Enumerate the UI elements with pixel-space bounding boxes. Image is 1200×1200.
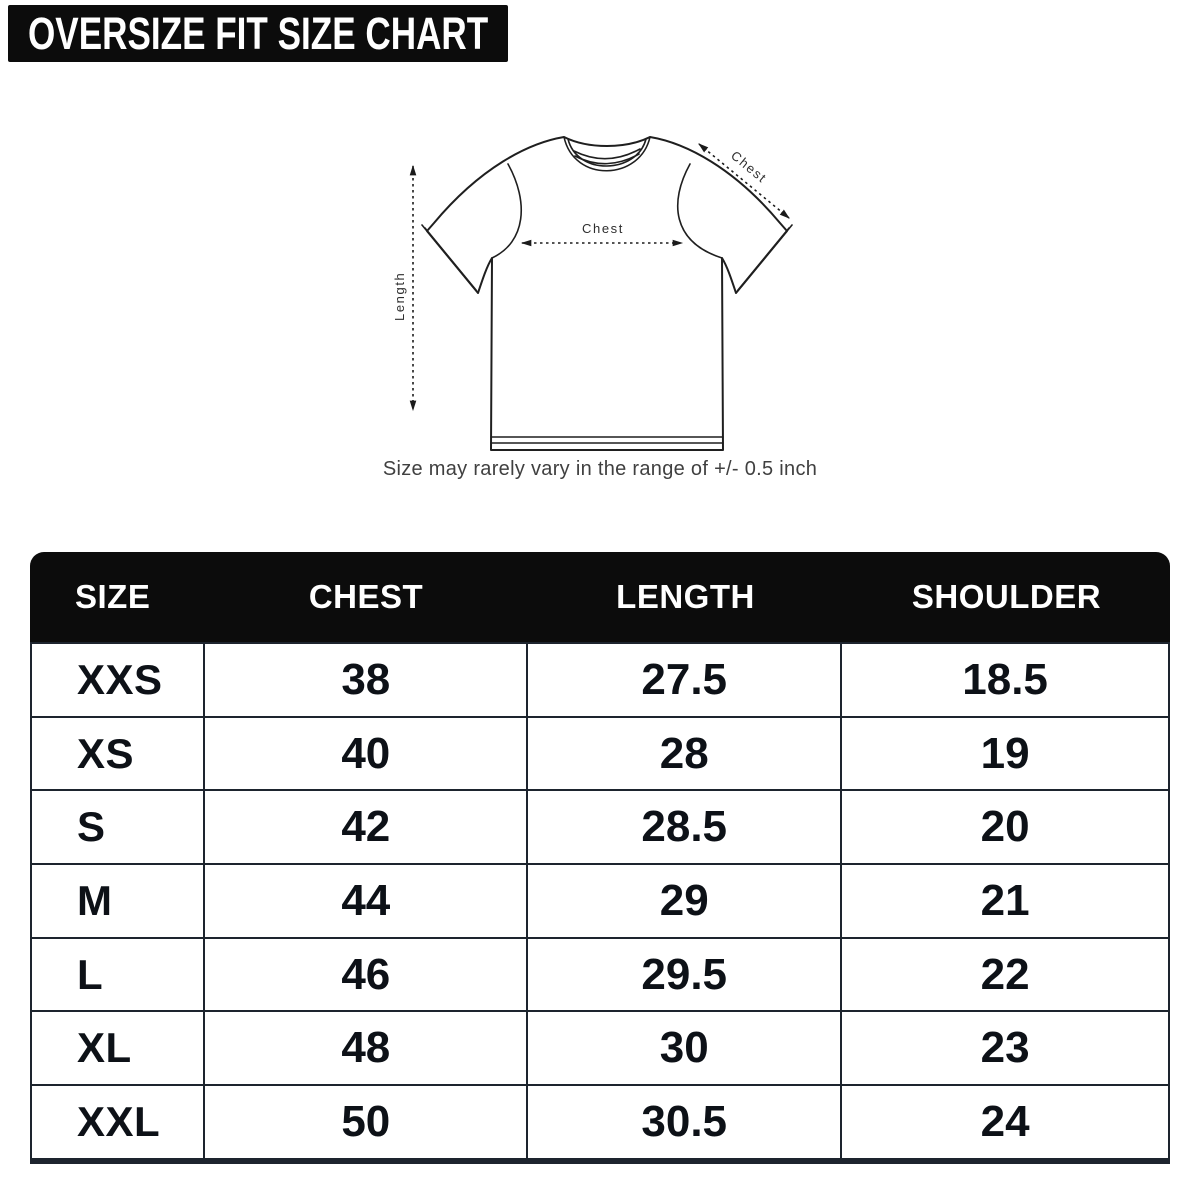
length-cell: 28.5 <box>528 789 843 864</box>
size-cell: XL <box>32 1010 206 1085</box>
header-chest: CHEST <box>308 578 424 615</box>
left-cuff-lines <box>421 224 477 291</box>
size-cell: M <box>32 863 206 937</box>
sleeve-diagonal-label: Chest <box>728 148 770 186</box>
length-cell: 29 <box>528 863 843 937</box>
table-header-row: SIZE CHEST LENGTH SHOULDER <box>30 552 1170 642</box>
length-label: Length <box>392 272 407 321</box>
collar-inner-line <box>567 138 647 167</box>
chest-cell: 38 <box>205 642 529 716</box>
size-cell: XS <box>32 715 206 790</box>
back-collar-line-2 <box>574 153 640 165</box>
shoulder-cell: 19 <box>842 715 1168 790</box>
chest-cell: 44 <box>205 863 529 937</box>
length-cell: 30 <box>528 1010 843 1085</box>
back-collar-line <box>573 148 641 160</box>
page-title: OVERSIZE FIT SIZE CHART <box>28 7 489 59</box>
size-cell: L <box>32 936 206 1011</box>
tolerance-note: Size may rarely vary in the range of +/-… <box>382 458 818 480</box>
tshirt-outline <box>426 136 788 451</box>
chest-cell: 48 <box>205 1010 529 1085</box>
right-cuff-lines <box>737 224 793 291</box>
size-cell: S <box>32 789 206 864</box>
header-length: LENGTH <box>616 578 755 615</box>
title-banner: OVERSIZE FIT SIZE CHART <box>8 5 508 62</box>
length-cell: 27.5 <box>528 642 843 716</box>
chest-label: Chest <box>582 221 624 236</box>
shoulder-cell: 24 <box>842 1084 1168 1158</box>
sleeve-diagonal-arrow <box>698 143 790 219</box>
shoulder-cell: 22 <box>842 936 1168 1011</box>
right-armhole-seam <box>677 163 723 259</box>
table-body: XXS 38 27.5 18.5 XS 40 28 19 S 42 28.5 2… <box>30 642 1170 1164</box>
chest-cell: 40 <box>205 715 529 790</box>
length-cell: 30.5 <box>528 1084 843 1158</box>
left-armhole-seam <box>491 163 523 259</box>
header-size: SIZE <box>75 578 151 615</box>
length-cell: 28 <box>528 715 843 790</box>
hem-lines <box>490 436 724 444</box>
length-cell: 29.5 <box>528 936 843 1011</box>
shoulder-cell: 21 <box>842 863 1168 937</box>
shoulder-cell: 20 <box>842 789 1168 864</box>
chest-cell: 46 <box>205 936 529 1011</box>
size-chart-table: SIZE CHEST LENGTH SHOULDER XXS 38 27.5 1… <box>30 552 1170 1164</box>
chest-cell: 50 <box>205 1084 529 1158</box>
size-cell: XXL <box>32 1084 206 1158</box>
chest-cell: 42 <box>205 789 529 864</box>
header-shoulder: SHOULDER <box>911 578 1102 615</box>
tshirt-diagram: Length Chest Chest <box>392 136 793 451</box>
shoulder-cell: 23 <box>842 1010 1168 1085</box>
size-cell: XXS <box>32 642 206 716</box>
collar-line <box>563 136 651 172</box>
shoulder-cell: 18.5 <box>842 642 1168 716</box>
